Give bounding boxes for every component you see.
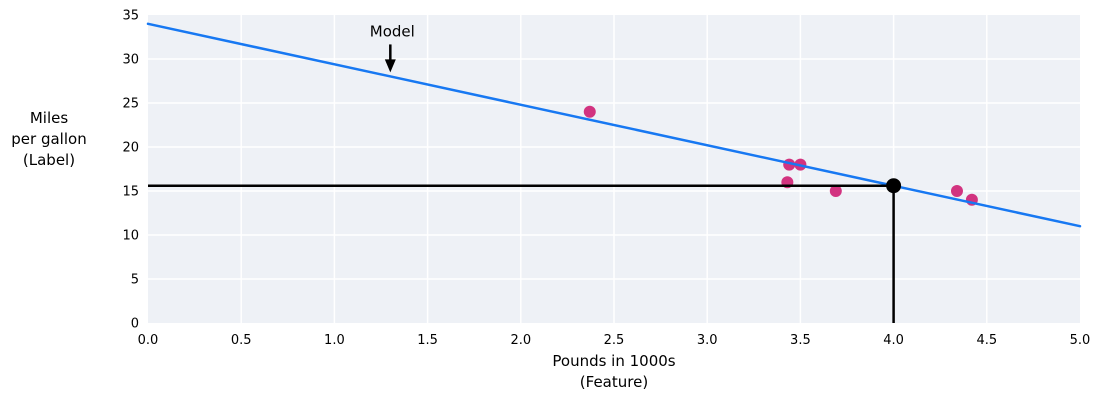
y-tick-label: 35: [122, 9, 139, 24]
x-tick-label: 1.0: [324, 333, 345, 348]
y-tick-label: 0: [131, 317, 139, 332]
data-point: [829, 185, 842, 197]
prediction-dot: [886, 178, 902, 194]
y-tick-label: 15: [122, 185, 139, 200]
y-axis-title: Miles per gallon (Label): [11, 109, 86, 169]
y-tick-label: 10: [122, 229, 139, 244]
x-tick-label: 2.5: [604, 333, 625, 348]
model-line: [146, 22, 1082, 228]
data-point: [583, 105, 596, 118]
y-axis-title-line-1: Miles: [30, 109, 69, 127]
y-tick-label: 25: [122, 97, 139, 112]
gridlines: [148, 15, 1080, 323]
model-annotation-label: Model: [370, 22, 415, 40]
data-point: [950, 185, 963, 197]
prediction-layer: [148, 178, 902, 323]
y-axis-title-line-3: (Label): [23, 151, 75, 169]
model-annotation-arrow: [384, 44, 396, 73]
model-line-layer: [146, 22, 1082, 228]
y-tick-labels: 0 5 10 15 20 25 30 35: [122, 9, 139, 332]
y-tick-label: 30: [122, 53, 139, 68]
x-tick-label: 4.5: [976, 333, 997, 348]
x-tick-label: 3.0: [697, 333, 718, 348]
x-axis-title-line-2: (Feature): [580, 373, 648, 391]
x-tick-labels: 0.0 0.5 1.0 1.5 2.0 2.5 3.0 3.5 4.0 4.5 5.0: [138, 333, 1091, 348]
x-tick-label: 1.5: [417, 333, 438, 348]
x-axis-title: Pounds in 1000s (Feature): [552, 352, 675, 391]
x-tick-label: 0.5: [231, 333, 252, 348]
model-arrow-head: [384, 59, 396, 73]
x-tick-label: 3.5: [790, 333, 811, 348]
y-tick-label: 5: [131, 273, 139, 288]
x-tick-label: 4.0: [883, 333, 904, 348]
x-axis-title-line-1: Pounds in 1000s: [552, 352, 675, 370]
x-tick-label: 5.0: [1070, 333, 1091, 348]
x-tick-label: 0.0: [138, 333, 159, 348]
x-tick-label: 2.0: [510, 333, 531, 348]
y-tick-label: 20: [122, 141, 139, 156]
y-axis-title-line-2: per gallon: [11, 130, 86, 148]
